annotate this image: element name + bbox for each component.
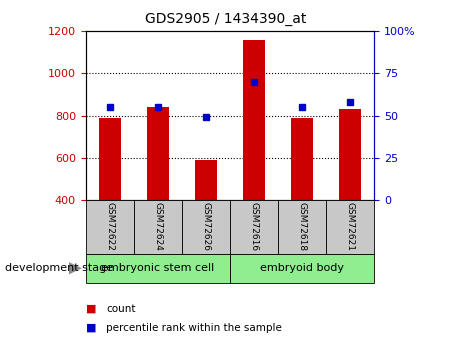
Text: percentile rank within the sample: percentile rank within the sample (106, 323, 282, 333)
Text: embryonic stem cell: embryonic stem cell (101, 263, 215, 273)
Bar (340, 109, 361, 200)
Bar (86, 254, 230, 283)
Text: GSM72621: GSM72621 (346, 202, 355, 252)
Bar (134, 200, 182, 254)
Bar (243, 39, 265, 200)
Text: ■: ■ (86, 323, 96, 333)
Bar (326, 200, 374, 254)
Text: embryoid body: embryoid body (260, 263, 344, 273)
Bar (291, 118, 313, 200)
Bar (86, 200, 134, 254)
Bar (182, 200, 230, 254)
Bar (147, 107, 169, 200)
Text: ■: ■ (86, 304, 96, 314)
Text: development stage: development stage (5, 263, 113, 273)
Bar (99, 118, 120, 200)
Polygon shape (69, 262, 82, 274)
Bar (195, 160, 217, 200)
Bar (230, 200, 278, 254)
Text: GSM72616: GSM72616 (249, 202, 258, 252)
Text: GSM72624: GSM72624 (153, 203, 162, 251)
Text: count: count (106, 304, 135, 314)
Text: GSM72622: GSM72622 (105, 203, 114, 251)
Bar (278, 200, 326, 254)
Text: GSM72618: GSM72618 (298, 202, 307, 252)
Text: GDS2905 / 1434390_at: GDS2905 / 1434390_at (145, 12, 306, 26)
Text: GSM72626: GSM72626 (202, 202, 211, 252)
Bar (230, 254, 374, 283)
